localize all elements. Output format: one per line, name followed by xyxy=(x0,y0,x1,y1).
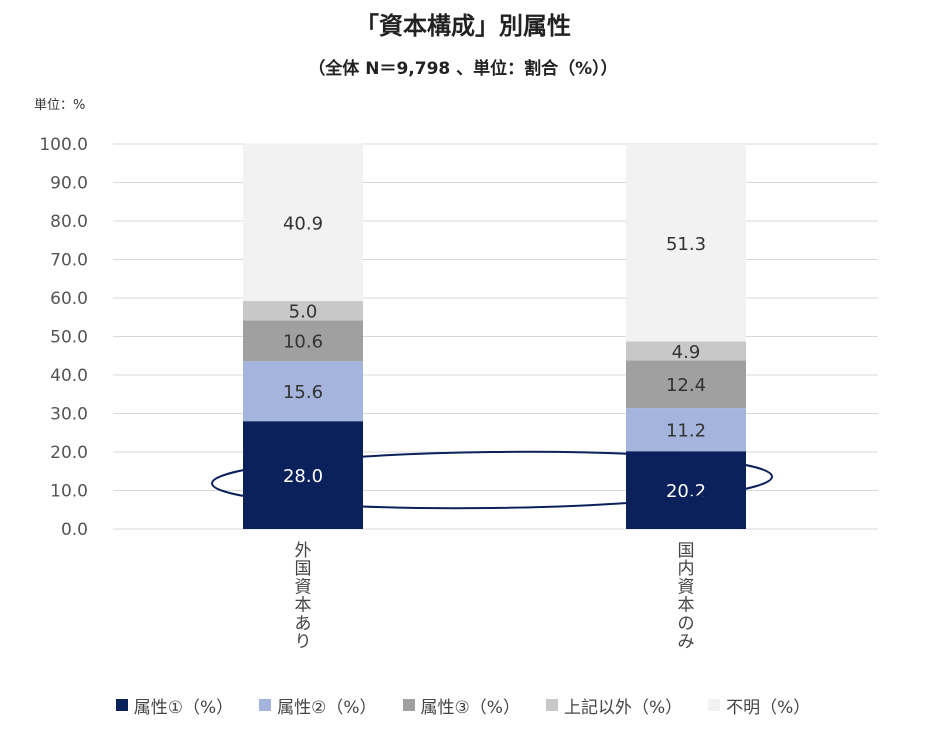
gridlines xyxy=(113,143,878,530)
legend-swatch xyxy=(708,699,721,711)
y-tick-label: 100.0 xyxy=(39,135,88,155)
y-tick-label: 80.0 xyxy=(50,212,88,232)
legend-swatch xyxy=(545,699,558,711)
bar-segment xyxy=(243,320,363,362)
legend-label: 属性①（%） xyxy=(133,697,234,718)
data-label: 5.0 xyxy=(289,302,318,323)
y-tick-label: 40.0 xyxy=(50,366,88,386)
data-label: 12.4 xyxy=(666,375,706,396)
y-tick-label: 20.0 xyxy=(50,443,88,463)
data-label: 15.6 xyxy=(283,382,323,403)
data-label: 51.3 xyxy=(666,234,706,255)
legend-swatch xyxy=(402,699,415,711)
stacked-bar-chart: 「資本構成」別属性 （全体 N＝9,798 、単位：割合（%）） 単位：% 0.… xyxy=(34,12,878,652)
x-category-label: 外国資本あり xyxy=(295,541,312,652)
annotation-layer xyxy=(211,450,773,510)
bar-segment xyxy=(243,361,363,422)
legend-item: 属性①（%） xyxy=(115,693,234,718)
legend-swatch xyxy=(259,699,272,711)
y-tick-label: 30.0 xyxy=(50,405,88,425)
legend-label: 不明（%） xyxy=(726,697,811,718)
legend: 属性①（%） 属性②（%） 属性③（%） 上記以外（%） 不明（%） xyxy=(0,690,926,720)
bar-segment xyxy=(626,408,746,452)
bar-stacks: 28.015.610.65.040.920.211.212.44.951.3 xyxy=(243,143,746,529)
legend-item: 属性②（%） xyxy=(259,693,377,718)
data-label: 11.2 xyxy=(666,421,706,442)
data-label: 40.9 xyxy=(283,213,323,234)
data-label: 10.6 xyxy=(283,332,323,353)
y-tick-label: 0.0 xyxy=(61,520,88,540)
x-axis-category-labels: 外国資本あり 国内資本のみ xyxy=(295,541,695,652)
y-tick-label: 60.0 xyxy=(50,289,88,309)
bar-segment xyxy=(626,341,746,361)
y-axis-tick-labels: 0.0 10.0 20.0 30.0 40.0 50.0 60.0 70.0 80.0 90.0 1… xyxy=(39,135,88,540)
y-tick-label: 10.0 xyxy=(50,482,88,502)
chart-subtitle: （全体 N＝9,798 、単位：割合（%）） xyxy=(308,58,617,79)
bar-segment xyxy=(243,421,363,529)
legend-label: 属性③（%） xyxy=(420,697,520,718)
bar-segment xyxy=(626,144,746,342)
legend-label: 上記以外（%） xyxy=(563,697,683,718)
data-label: 4.9 xyxy=(672,342,701,363)
legend-item: 上記以外（%） xyxy=(545,693,683,718)
bar-segment xyxy=(626,360,746,409)
unit-label: 単位：% xyxy=(34,97,85,113)
y-tick-label: 50.0 xyxy=(50,328,88,348)
y-tick-label: 90.0 xyxy=(50,174,88,194)
legend-label: 属性②（%） xyxy=(277,697,377,718)
legend-swatch xyxy=(115,699,128,711)
chart-title: 「資本構成」別属性 xyxy=(355,12,571,40)
legend-item: 属性③（%） xyxy=(402,693,520,718)
annotation-ellipse xyxy=(211,450,773,510)
x-category-label: 国内資本のみ xyxy=(678,541,695,652)
legend-item: 不明（%） xyxy=(708,693,810,718)
data-label: 28.0 xyxy=(283,466,323,487)
y-tick-label: 70.0 xyxy=(50,251,88,271)
bar-segment xyxy=(243,301,363,321)
bar-segment xyxy=(626,451,746,529)
bar-segment xyxy=(243,143,363,302)
